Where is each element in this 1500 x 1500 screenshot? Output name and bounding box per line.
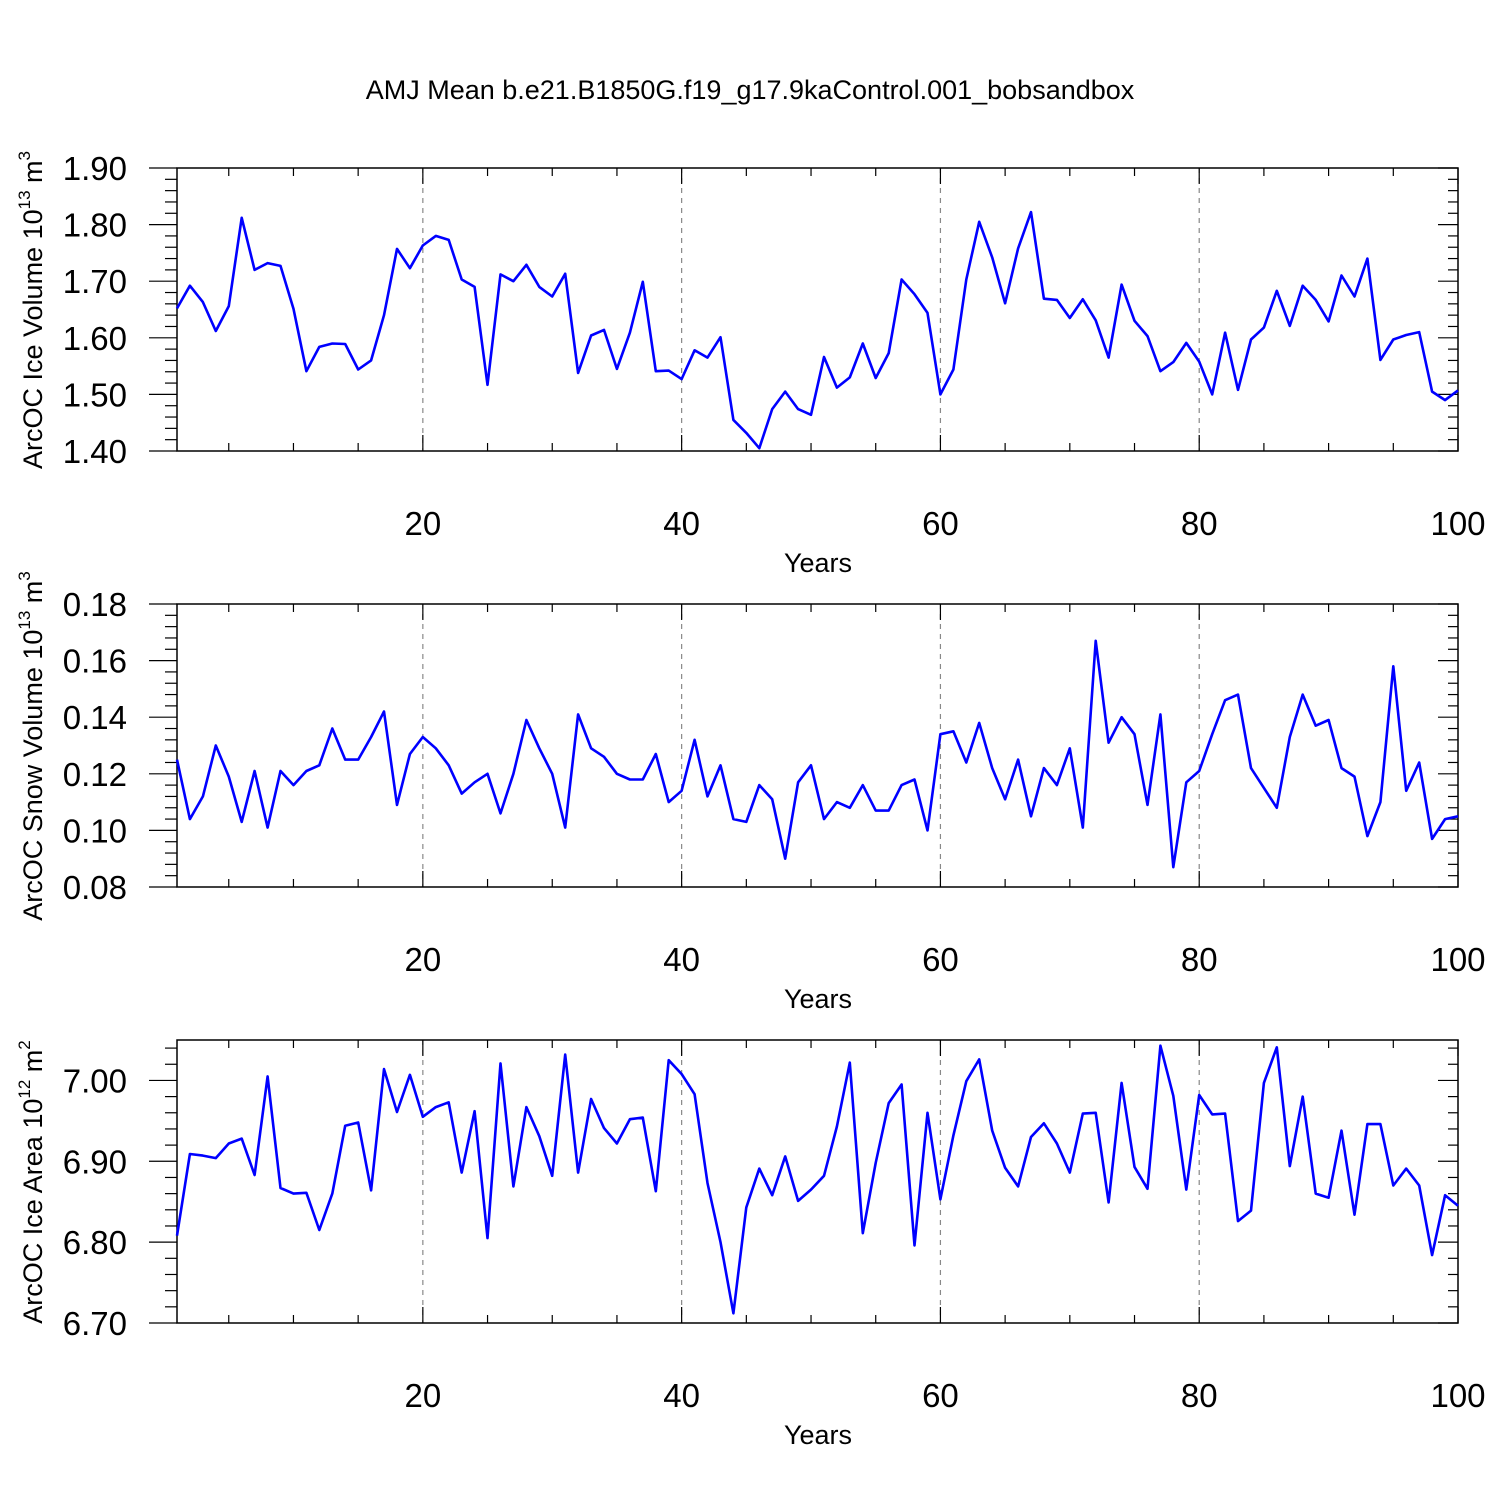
ylabel-unit-exponent: 3 [15,151,34,160]
x-axis-title-snow-volume: Years [784,984,852,1014]
x-tick-label: 100 [1430,505,1485,542]
panel-ice-volume: ArcOC Ice Volume 1013 m3 Years 20 40 60 80 1… [15,150,1486,578]
x-tick-label: 80 [1181,1377,1218,1414]
series-line-ice-area [175,1044,1459,1315]
panel-snow-volume: ArcOC Snow Volume 1013 m3 Years 20 40 60 80… [15,571,1486,1014]
y-tick-label: 1.70 [63,263,127,300]
y-tick-label: 1.50 [63,376,127,413]
y-tick-label: 0.14 [63,699,127,736]
y-tick-label: 7.00 [63,1062,127,1099]
series-line-snow-volume [175,639,1459,869]
x-axis-title-ice-volume: Years [784,548,852,578]
x-tick-label: 60 [922,1377,959,1414]
ylabel-main: ArcOC Ice Area 10 [18,1099,48,1324]
y-tick-label: 0.08 [63,869,127,906]
ylabel-exponent: 12 [15,1080,34,1099]
ylabel-exponent: 13 [15,190,34,209]
ylabel-main: ArcOC Ice Volume 10 [18,209,48,469]
plot-frame-ice-area [176,1039,1459,1324]
y-tick-label: 1.90 [63,150,127,187]
x-tick-label: 80 [1181,941,1218,978]
y-tick-label: 0.18 [63,586,127,623]
ylabel-unit-exponent: 2 [15,1040,34,1049]
y-tick-label: 0.12 [63,756,127,793]
series-line-ice-volume [175,210,1459,450]
y-tick-label: 1.40 [63,433,127,470]
x-tick-label: 60 [922,505,959,542]
x-tick-label: 100 [1430,941,1485,978]
y-axis-title-ice-volume: ArcOC Ice Volume 1013 m3 [15,151,48,469]
y-tick-label: 1.80 [63,207,127,244]
x-tick-label: 40 [663,941,700,978]
y-tick-label: 0.16 [63,643,127,680]
ylabel-unit-exponent: 3 [15,571,34,580]
plot-frame-snow-volume [176,603,1459,888]
x-tick-label: 40 [663,1377,700,1414]
x-tick-label: 100 [1430,1377,1485,1414]
y-tick-label: 1.60 [63,320,127,357]
chart-title: AMJ Mean b.e21.B1850G.f19_g17.9kaControl… [366,75,1135,105]
y-tick-label: 0.10 [63,812,127,849]
x-tick-label: 40 [663,505,700,542]
x-tick-label: 20 [404,1377,441,1414]
ylabel-tail: m [18,160,48,190]
x-tick-label: 60 [922,941,959,978]
y-tick-label: 6.90 [63,1143,127,1180]
y-axis-title-snow-volume: ArcOC Snow Volume 1013 m3 [15,571,48,921]
x-axis-title-ice-area: Years [784,1420,852,1450]
ylabel-main: ArcOC Snow Volume 10 [18,630,48,921]
x-tick-label: 20 [404,505,441,542]
ylabel-exponent: 13 [15,611,34,630]
ylabel-tail: m [18,1050,48,1080]
ylabel-tail: m [18,581,48,611]
plot-frame-ice-volume [176,167,1459,452]
x-tick-label: 80 [1181,505,1218,542]
panel-ice-area: ArcOC Ice Area 1012 m2 Years 20 40 60 80 100… [15,1039,1486,1450]
x-tick-label: 20 [404,941,441,978]
y-tick-label: 6.80 [63,1224,127,1261]
y-axis-title-ice-area: ArcOC Ice Area 1012 m2 [15,1040,48,1324]
y-tick-label: 6.70 [63,1305,127,1342]
